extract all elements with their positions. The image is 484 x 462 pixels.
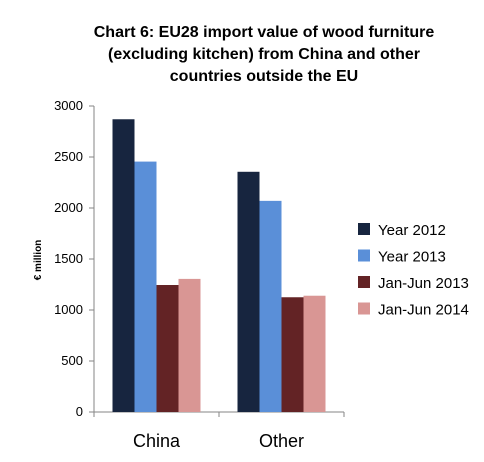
bar	[156, 285, 179, 412]
bars-group	[112, 119, 326, 412]
bar	[237, 171, 260, 412]
y-tick-label: 1000	[54, 302, 83, 317]
chart-title-line-2: (excluding kitchen) from China and other	[108, 46, 420, 63]
bar	[281, 297, 304, 412]
legend-label: Jan-Jun 2013	[378, 275, 469, 292]
bar	[112, 119, 135, 412]
y-tick-label: 1500	[54, 251, 83, 266]
chart-title-line-3: countries outside the EU	[170, 68, 358, 85]
legend-label: Year 2012	[378, 222, 446, 239]
y-tick-label: 0	[76, 404, 83, 419]
chart-title: Chart 6: EU28 import value of wood furni…	[94, 24, 435, 85]
legend-swatch	[358, 302, 370, 315]
legend-swatch	[358, 223, 370, 235]
bar	[178, 278, 201, 412]
y-tick-label: 2500	[54, 149, 83, 164]
x-axis: China Other	[93, 411, 345, 451]
legend-swatch	[358, 276, 370, 288]
y-tick-label: 3000	[54, 98, 83, 113]
bar	[303, 295, 326, 412]
chart-title-line-1: Chart 6: EU28 import value of wood furni…	[94, 24, 435, 41]
bar	[259, 200, 282, 412]
x-tick-label: China	[133, 431, 181, 451]
bar	[134, 161, 157, 412]
y-tick-label: 2000	[54, 200, 83, 215]
y-axis: 0 500 1000 1500 2000 2500 3000	[54, 98, 95, 419]
legend: Year 2012 Year 2013 Jan-Jun 2013 Jan-Jun 20…	[358, 222, 469, 319]
y-tick-label: 500	[61, 353, 83, 368]
legend-swatch	[358, 249, 370, 262]
x-tick-label: Other	[259, 431, 304, 451]
legend-label: Jan-Jun 2014	[378, 302, 469, 319]
y-axis-label: € million	[33, 240, 44, 281]
legend-label: Year 2013	[378, 249, 446, 266]
